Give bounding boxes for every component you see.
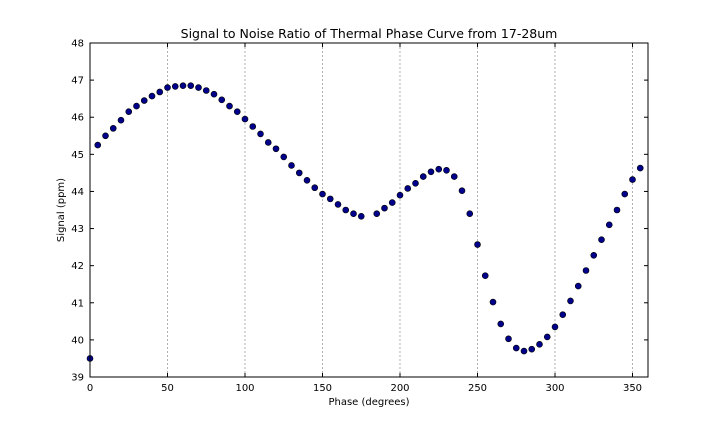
x-tick-label: 250 bbox=[468, 383, 487, 394]
data-point bbox=[218, 96, 226, 104]
data-point bbox=[567, 297, 574, 305]
data-point bbox=[419, 173, 427, 180]
data-point bbox=[264, 139, 272, 146]
data-point bbox=[350, 210, 357, 218]
x-tick-label: 300 bbox=[545, 383, 564, 394]
data-point bbox=[458, 187, 466, 195]
x-tick-label: 150 bbox=[313, 383, 332, 394]
data-point bbox=[559, 311, 567, 318]
data-point bbox=[272, 145, 280, 153]
x-axis: 0 50 100 150 200 250 300 350 bbox=[87, 43, 642, 394]
x-tick-label: 200 bbox=[390, 383, 409, 394]
data-point bbox=[528, 345, 536, 353]
data-point bbox=[187, 82, 195, 89]
data-point bbox=[311, 184, 319, 192]
y-tick-label: 41 bbox=[71, 298, 84, 309]
y-tick-label: 43 bbox=[71, 224, 84, 235]
data-point bbox=[404, 185, 412, 192]
data-point bbox=[598, 236, 605, 243]
data-point bbox=[241, 115, 249, 123]
data-point bbox=[326, 195, 334, 203]
data-point bbox=[505, 335, 512, 343]
x-tick-label: 0 bbox=[87, 383, 93, 394]
plot-area bbox=[89, 42, 649, 378]
data-point bbox=[94, 141, 102, 149]
data-point bbox=[520, 347, 528, 355]
y-tick-label: 46 bbox=[71, 113, 84, 124]
data-point bbox=[613, 206, 621, 214]
data-point bbox=[288, 162, 295, 169]
data-point bbox=[303, 177, 311, 184]
data-point bbox=[202, 87, 210, 94]
data-point bbox=[497, 320, 505, 328]
data-point bbox=[280, 153, 288, 161]
x-tick-label: 100 bbox=[235, 383, 254, 394]
data-point bbox=[412, 179, 419, 187]
data-point bbox=[295, 169, 303, 177]
data-point bbox=[543, 333, 551, 341]
data-point bbox=[334, 201, 342, 208]
data-point bbox=[233, 108, 241, 115]
data-point bbox=[319, 190, 326, 198]
data-point bbox=[148, 92, 156, 100]
data-point bbox=[171, 83, 179, 90]
data-point bbox=[474, 241, 481, 248]
data-point bbox=[257, 130, 264, 138]
y-tick-label: 45 bbox=[71, 150, 84, 161]
data-point bbox=[396, 191, 404, 199]
data-point bbox=[342, 206, 350, 214]
data-point bbox=[582, 267, 590, 274]
data-point bbox=[109, 125, 117, 132]
data-point bbox=[605, 221, 613, 229]
data-point bbox=[388, 199, 396, 206]
y-tick-label: 44 bbox=[71, 187, 84, 198]
x-tick-label: 50 bbox=[161, 383, 174, 394]
data-point bbox=[450, 173, 458, 180]
y-tick-label: 40 bbox=[71, 335, 84, 346]
chart-title: Signal to Noise Ratio of Thermal Phase C… bbox=[181, 26, 558, 41]
data-point bbox=[140, 97, 148, 104]
data-point bbox=[164, 84, 171, 91]
data-point bbox=[629, 176, 636, 183]
data-point bbox=[481, 272, 489, 279]
y-tick-label: 47 bbox=[71, 76, 84, 87]
y-tick-label: 42 bbox=[71, 261, 84, 272]
x-axis-label: Phase (degrees) bbox=[328, 397, 409, 408]
y-tick-label: 39 bbox=[71, 373, 84, 384]
data-points bbox=[86, 82, 644, 362]
data-point bbox=[210, 90, 218, 98]
y-axis: 39 40 41 42 43 44 45 46 47 48 bbox=[71, 39, 648, 384]
data-point bbox=[357, 213, 365, 220]
data-point bbox=[551, 323, 559, 331]
data-point bbox=[489, 298, 497, 306]
data-point bbox=[512, 344, 520, 352]
data-point bbox=[125, 108, 133, 115]
data-point bbox=[636, 164, 644, 172]
data-point bbox=[443, 166, 450, 174]
data-point bbox=[427, 168, 435, 176]
data-point bbox=[621, 190, 629, 198]
grid-lines bbox=[167, 43, 633, 377]
data-point bbox=[373, 210, 381, 218]
data-point bbox=[381, 204, 388, 212]
y-tick-label: 48 bbox=[71, 39, 84, 50]
data-point bbox=[536, 341, 543, 348]
data-point bbox=[117, 116, 125, 124]
data-point bbox=[590, 251, 598, 259]
data-point bbox=[195, 84, 202, 91]
data-point bbox=[133, 102, 140, 110]
data-point bbox=[574, 282, 582, 290]
data-point bbox=[102, 132, 109, 140]
data-point bbox=[249, 123, 257, 130]
data-point bbox=[226, 102, 233, 110]
data-point bbox=[179, 82, 187, 89]
data-point bbox=[466, 210, 474, 218]
y-axis-label: Signal (ppm) bbox=[56, 178, 67, 242]
x-tick-label: 350 bbox=[623, 383, 642, 394]
data-point bbox=[435, 165, 443, 173]
data-point bbox=[156, 88, 164, 96]
